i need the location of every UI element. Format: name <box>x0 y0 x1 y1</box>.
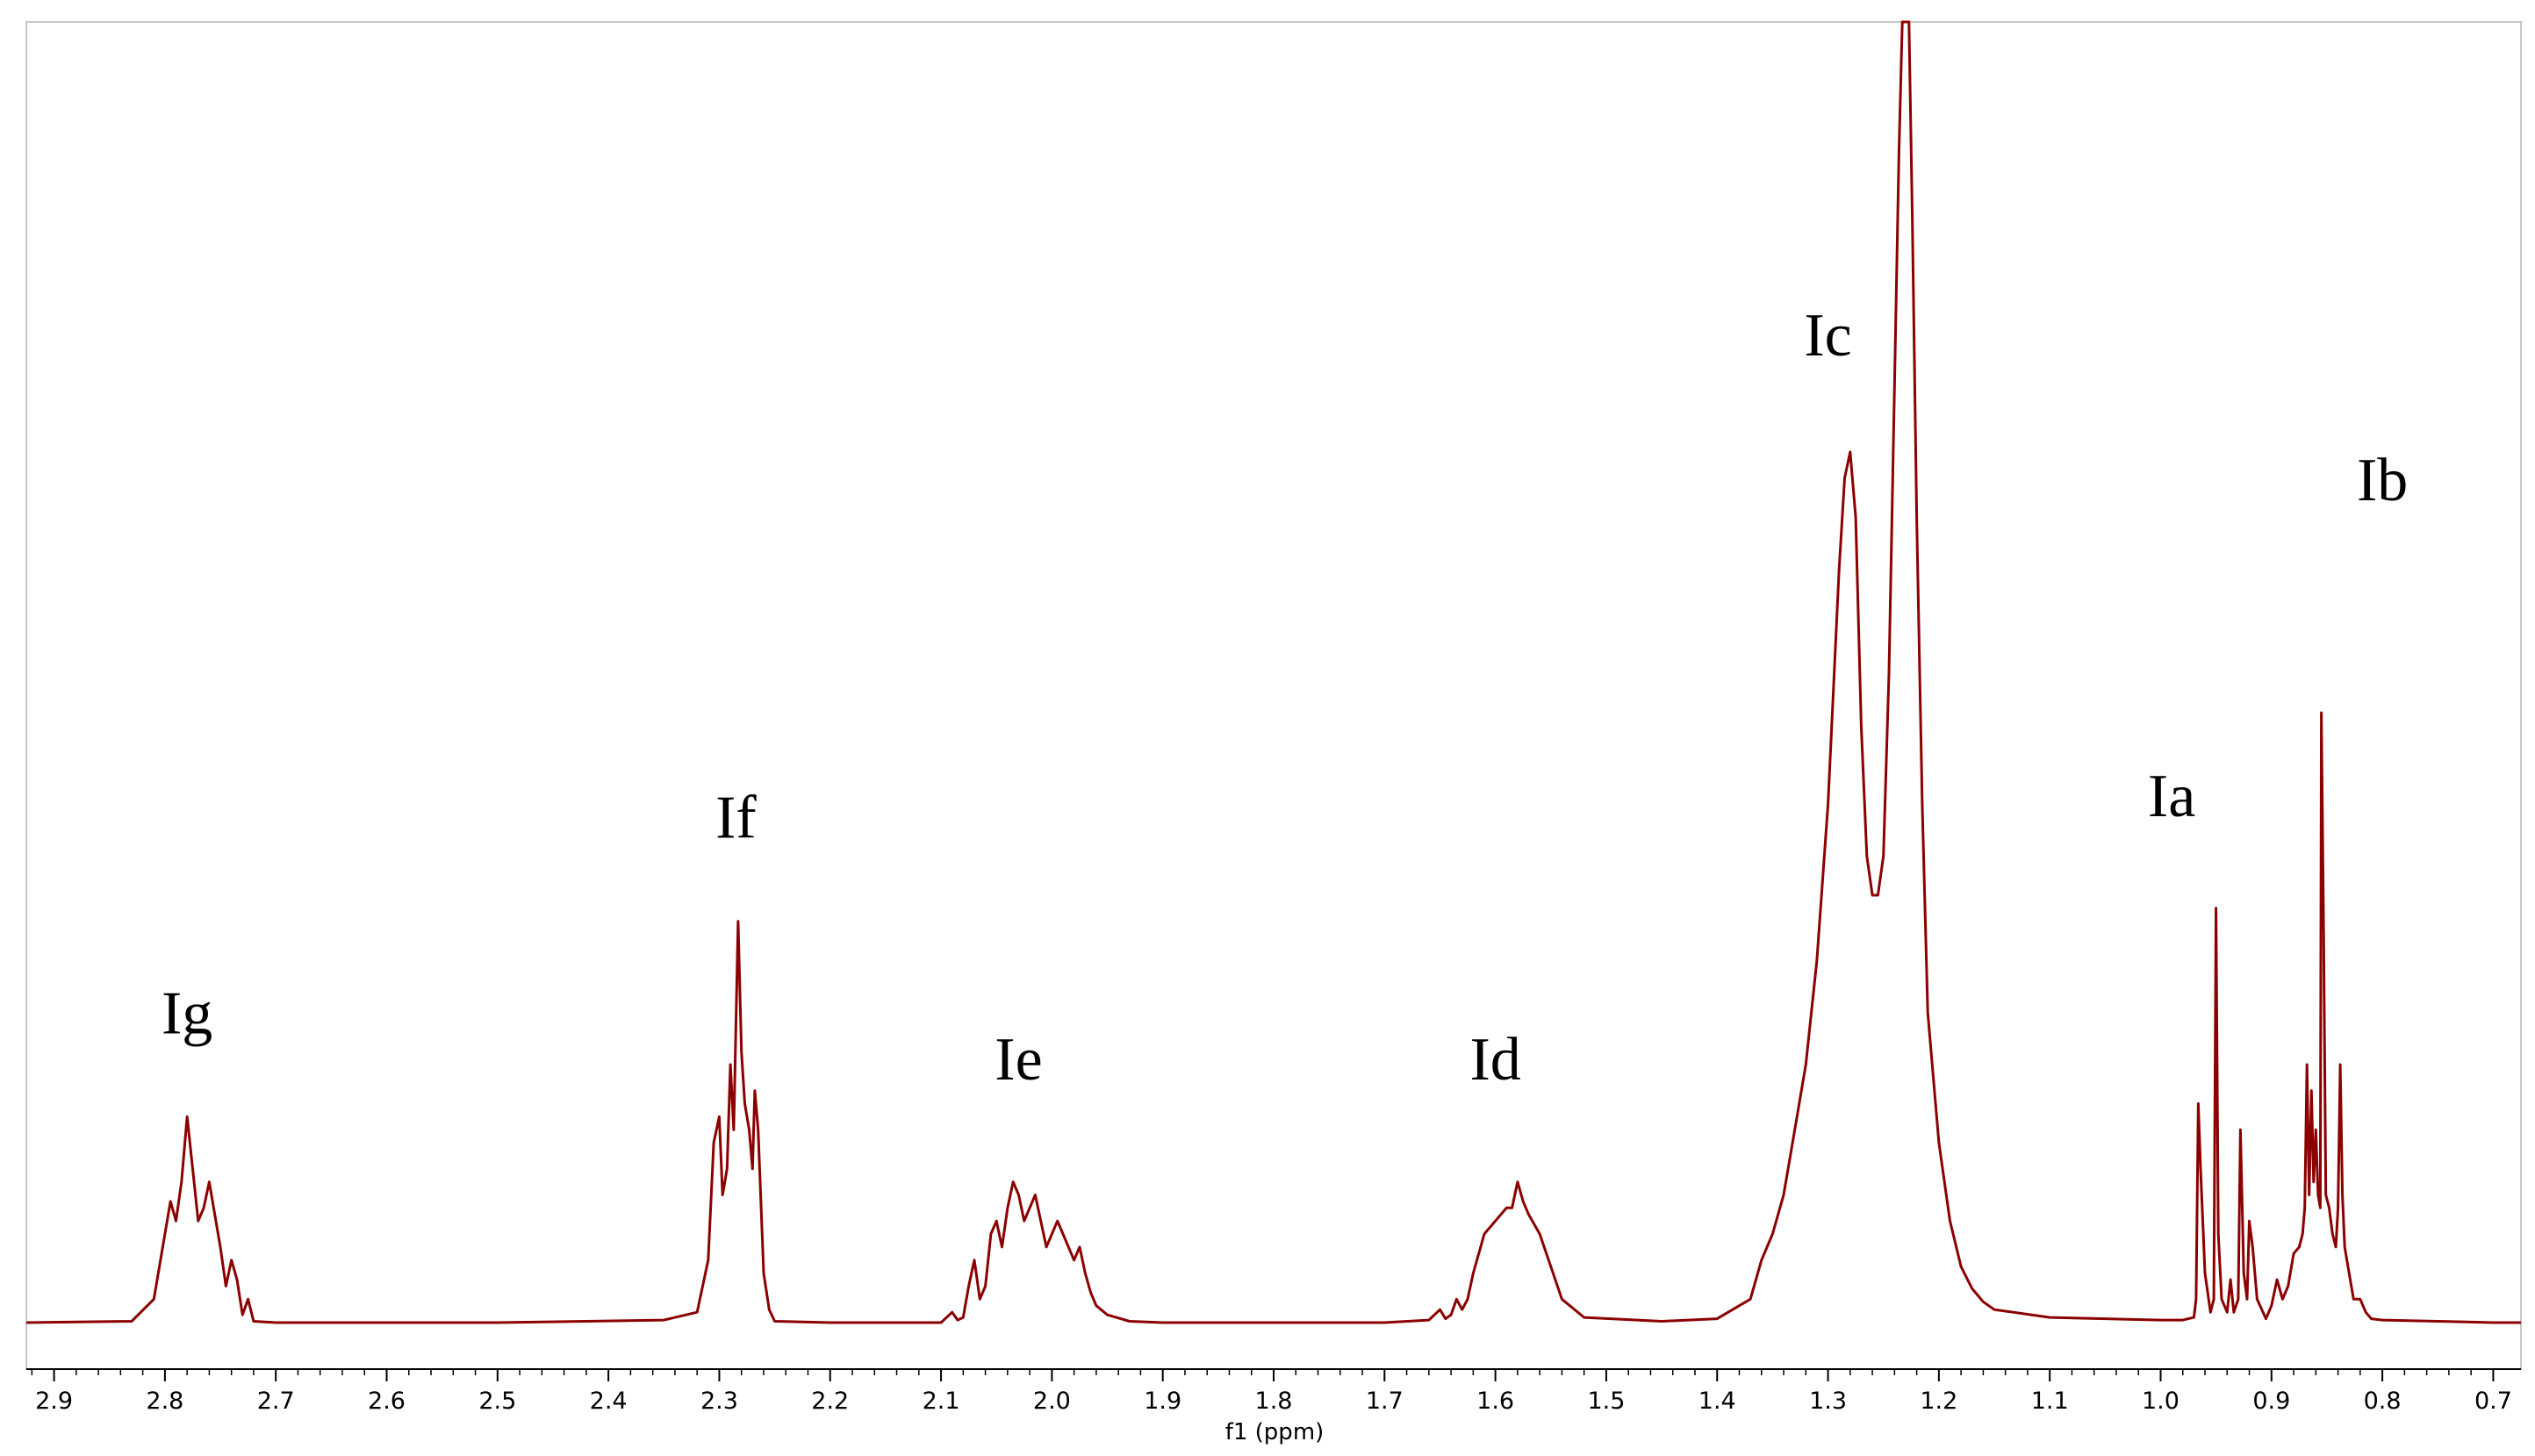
peak-label: Id <box>1469 1026 1520 1094</box>
peak-labels: Ig If Ie Id Ic Ia Ib <box>162 302 2408 1094</box>
x-tick-label: 1.0 <box>2142 1388 2180 1415</box>
x-tick-label: 0.9 <box>2252 1388 2290 1415</box>
x-tick-label: 2.6 <box>368 1388 406 1415</box>
x-tick-label: 1.5 <box>1587 1388 1625 1415</box>
spectrum-line <box>25 20 2521 1324</box>
x-tick-label: 1.7 <box>1366 1388 1404 1415</box>
x-tick-label: 1.2 <box>1920 1388 1957 1415</box>
x-tick-label: 2.5 <box>478 1388 516 1415</box>
peak-label: Ig <box>162 979 212 1047</box>
x-tick-label: 1.8 <box>1255 1388 1293 1415</box>
x-tick-label: 2.9 <box>35 1388 73 1415</box>
x-axis-title: f1 (ppm) <box>1225 1419 1325 1445</box>
peak-label: Ib <box>2357 447 2408 514</box>
x-tick-label: 1.6 <box>1476 1388 1514 1415</box>
peak-label: Ic <box>1804 302 1851 369</box>
x-tick-label: 1.9 <box>1144 1388 1181 1415</box>
x-tick-label: 2.1 <box>923 1388 960 1415</box>
x-tick-label: 2.8 <box>146 1388 183 1415</box>
x-tick-label: 0.8 <box>2364 1388 2402 1415</box>
x-tick-label: 2.7 <box>257 1388 295 1415</box>
x-tick-label: 2.4 <box>590 1388 628 1415</box>
x-tick-label: 2.3 <box>700 1388 738 1415</box>
plot-frame <box>25 21 2522 1370</box>
x-tick-label: 1.1 <box>2031 1388 2069 1415</box>
x-tick-label: 0.7 <box>2474 1388 2512 1415</box>
x-tick-label: 2.0 <box>1033 1388 1071 1415</box>
peak-label: Ie <box>995 1026 1042 1094</box>
peak-label: Ia <box>2148 763 2195 830</box>
x-tick-label: 1.4 <box>1698 1388 1736 1415</box>
x-axis-ticks: 2.9 2.8 2.7 2.6 2.5 2.4 2.3 2.2 2.1 2.0 1.9 1.8 1.7 1… <box>31 1369 2512 1415</box>
x-tick-label: 1.3 <box>1809 1388 1847 1415</box>
x-tick-label: 2.2 <box>811 1388 849 1415</box>
peak-label: If <box>715 785 757 852</box>
